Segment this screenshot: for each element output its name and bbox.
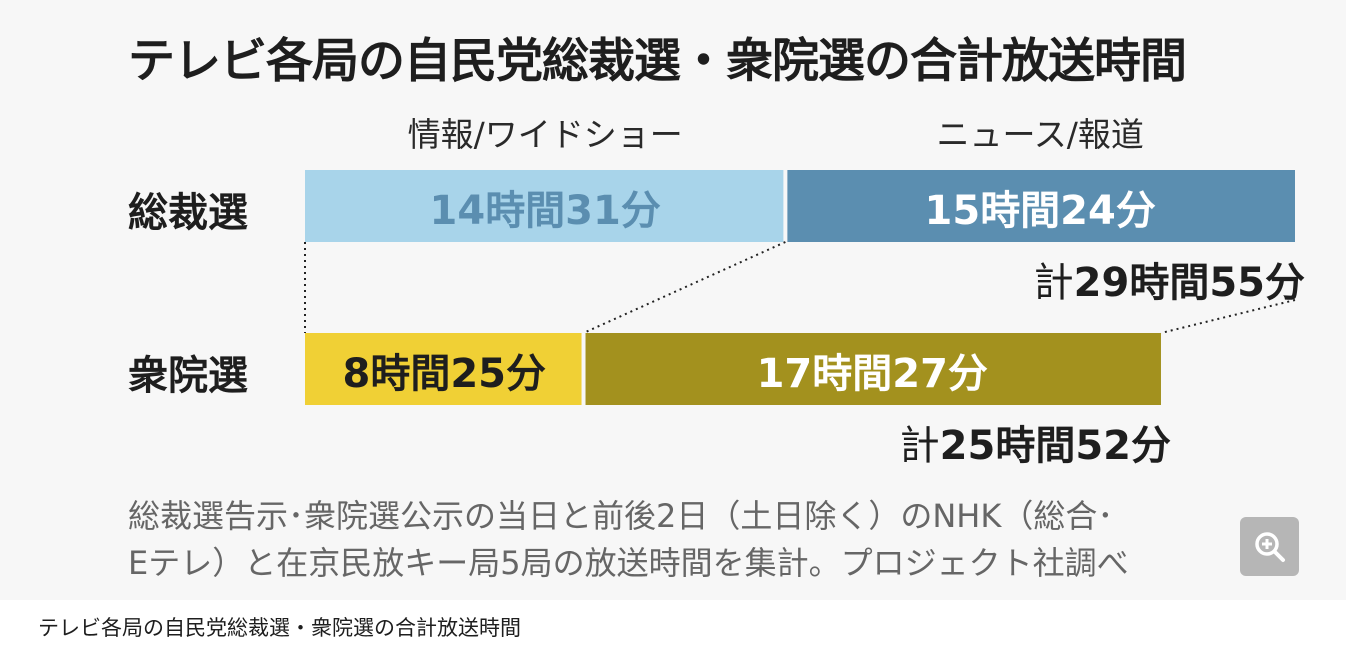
total-label-sosaisen: 計29時間55分 — [1033, 260, 1305, 306]
bar-value-label: 14時間31分 — [429, 188, 661, 234]
source-note: 総裁選告示･衆院選公示の当日と前後2日（土日除く）のNHK（総合･ Eテレ）と在… — [128, 493, 1298, 587]
legend-label-news: ニュース/報道 — [936, 115, 1144, 154]
bar-value-label: 17時間27分 — [756, 351, 988, 397]
zoom-in-button[interactable] — [1240, 517, 1299, 576]
bar-value-label: 8時間25分 — [342, 351, 547, 397]
chart-title: テレビ各局の自民党総裁選・衆院選の合計放送時間 — [128, 34, 1187, 89]
image-caption: テレビ各局の自民党総裁選・衆院選の合計放送時間 — [38, 616, 521, 640]
connector-line — [1160, 299, 1296, 334]
source-note-line: Eテレ）と在京民放キー局5局の放送時間を集計。プロジェクト社調べ — [128, 544, 1129, 582]
row-label-sosaisen: 総裁選 — [128, 190, 248, 236]
total-label-shuinsen: 計25時間52分 — [899, 423, 1171, 469]
source-note-line: 総裁選告示･衆院選公示の当日と前後2日（土日除く）のNHK（総合･ — [128, 497, 1114, 535]
bar-value-label: 15時間24分 — [924, 188, 1156, 234]
chart-area — [304, 170, 1296, 405]
bar-segment-info — [305, 170, 784, 242]
bar-segment-news — [585, 333, 1161, 405]
bar-segment-info — [305, 333, 582, 405]
chart-figure: テレビ各局の自民党総裁選・衆院選の合計放送時間 情報/ワイドショー ニュース/報… — [128, 34, 1305, 587]
connector-line — [583, 241, 786, 334]
row-label-shuinsen: 衆院選 — [128, 353, 248, 399]
zoom-in-icon — [1254, 531, 1285, 562]
bar-segment-news — [787, 170, 1295, 242]
legend-label-info-wideshow: 情報/ワイドショー — [407, 115, 683, 154]
